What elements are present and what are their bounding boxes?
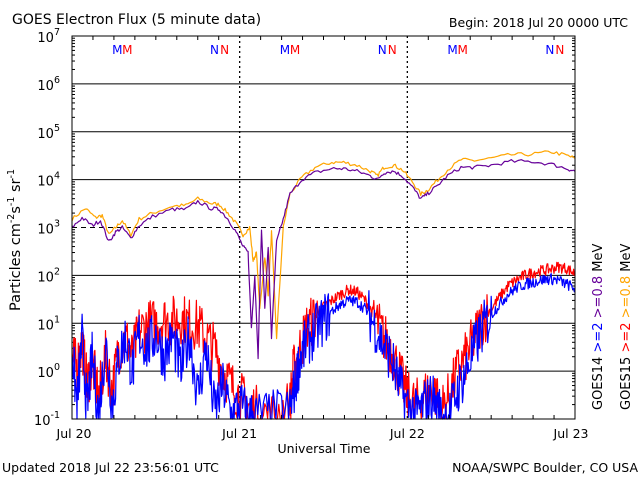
x-tick-label: Jul 20 <box>56 426 92 441</box>
series-line-g15_08 <box>71 150 576 340</box>
legend-entry: GOES15 <box>619 357 634 410</box>
legend-entry: >=0.8 <box>619 276 634 323</box>
x-tick-label: Jul 21 <box>221 426 257 441</box>
y-tick-label: 105 <box>37 123 60 142</box>
x-axis-label: Universal Time <box>278 441 371 456</box>
legend-entry: MeV <box>591 244 606 276</box>
y-tick-label: 107 <box>37 27 60 46</box>
event-marker: M <box>457 43 467 57</box>
y-tick-labels: 10-1 100 101 102 103 104 105 106 107 <box>34 27 60 429</box>
y-axis-label: Particles cm-2s-1 sr-1 <box>6 169 24 311</box>
legend-entry: GOES14 <box>591 357 606 410</box>
event-marker: M <box>447 43 457 57</box>
legend-entry: >=2 <box>619 322 634 356</box>
legend-goes14: GOES14 >=2 >=0.8 MeV <box>591 244 606 410</box>
event-marker: N <box>555 43 564 57</box>
legend-entry: >=0.8 <box>591 276 606 323</box>
event-marker: N <box>378 43 387 57</box>
x-tick-label: Jul 22 <box>389 426 425 441</box>
y-tick-label: 10-1 <box>34 410 60 429</box>
chart-title: GOES Electron Flux (5 minute data) <box>12 12 261 28</box>
series-line-g14_08 <box>71 159 576 360</box>
x-tick-labels: Jul 20 Jul 21 Jul 22 Jul 23 <box>56 36 589 441</box>
event-marker: N <box>388 43 397 57</box>
credit-label: NOAA/SWPC Boulder, CO USA <box>452 460 638 475</box>
legend-entry: MeV <box>619 244 634 276</box>
y-tick-label: 103 <box>37 219 60 238</box>
event-marker: N <box>220 43 229 57</box>
updated-timestamp: Updated 2018 Jul 22 23:56:01 UTC <box>2 460 219 475</box>
y-tick-label: 104 <box>37 171 60 190</box>
event-marker: M <box>122 43 132 57</box>
begin-label: Begin: 2018 Jul 20 0000 UTC <box>449 15 628 30</box>
series-lines <box>71 150 576 420</box>
y-tick-label: 106 <box>37 75 60 94</box>
legend-entry: >=2 <box>591 322 606 356</box>
event-marker: N <box>210 43 219 57</box>
y-tick-label: 100 <box>37 362 60 381</box>
y-tick-label: 101 <box>37 314 60 333</box>
event-marker: M <box>280 43 290 57</box>
event-marker: N <box>545 43 554 57</box>
series-line-g14_2 <box>71 273 576 420</box>
y-tick-label: 102 <box>37 266 60 285</box>
legend-goes15: GOES15 >=2 >=0.8 MeV <box>619 244 634 410</box>
event-marker: M <box>290 43 300 57</box>
event-marker: M <box>112 43 122 57</box>
x-tick-label: Jul 23 <box>553 426 589 441</box>
